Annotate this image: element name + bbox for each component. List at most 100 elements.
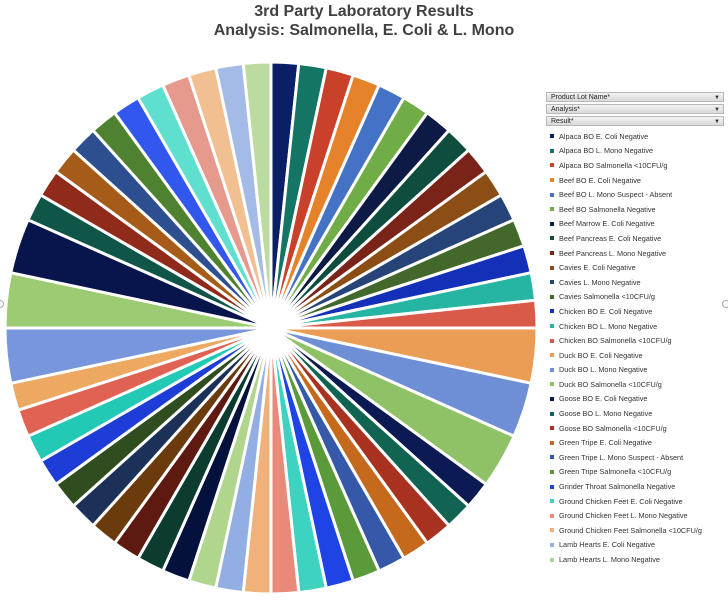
legend-label: Green Tripe Salmonella <10CFU/g — [559, 467, 672, 477]
legend-swatch — [550, 207, 554, 212]
legend-swatch — [550, 367, 554, 372]
legend-item[interactable]: Beef Pancreas L. Mono Negative — [546, 246, 724, 261]
legend-swatch — [550, 265, 554, 270]
pie-slice-54[interactable] — [241, 60, 273, 330]
legend-item[interactable]: Duck BO E. Coli Negative — [546, 348, 724, 363]
legend-item[interactable]: Duck BO Salmonella <10CFU/g — [546, 377, 724, 392]
legend-label: Cavies Salmonella <10CFU/g — [559, 292, 655, 302]
legend-swatch — [550, 251, 554, 256]
legend-label: Alpaca BO E. Coli Negative — [559, 131, 649, 141]
legend-label: Lamb Hearts E. Coli Negative — [559, 540, 656, 550]
legend-label: Beef BO L. Mono Suspect - Absent — [559, 190, 673, 200]
legend-item[interactable]: Goose BO E. Coli Negative — [546, 392, 724, 407]
legend-item[interactable]: Grinder Throat Salmonella Negative — [546, 479, 724, 494]
legend-item[interactable]: Cavies E. Coli Negative — [546, 260, 724, 275]
legend-label: Cavies E. Coli Negative — [559, 263, 636, 273]
legend-swatch — [550, 440, 554, 445]
legend-swatch — [550, 499, 554, 504]
legend-item[interactable]: Beef BO Salmonella Negative — [546, 202, 724, 217]
legend-item[interactable]: Lamb Hearts L. Mono Negative — [546, 552, 724, 567]
legend-swatch — [550, 513, 554, 518]
legend-item[interactable]: Alpaca BO L. Mono Negative — [546, 144, 724, 159]
legend-item[interactable]: Beef BO L. Mono Suspect - Absent — [546, 187, 724, 202]
chart-title: 3rd Party Laboratory Results — [254, 3, 474, 20]
chart-legend: Product Lot Name* ▼ Analysis* ▼ Result* … — [546, 92, 724, 567]
legend-label: Goose BO E. Coli Negative — [559, 394, 648, 404]
legend-swatch — [550, 396, 554, 401]
filter-analysis[interactable]: Analysis* ▼ — [546, 104, 724, 114]
legend-label: Goose BO L. Mono Negative — [559, 409, 653, 419]
legend-item[interactable]: Beef BO E. Coli Negative — [546, 173, 724, 188]
legend-label: Alpaca BO Salmonella <10CFU/g — [559, 160, 668, 170]
legend-label: Chicken BO E. Coli Negative — [559, 306, 653, 316]
legend-item[interactable]: Chicken BO Salmonella <10CFU/g — [546, 333, 724, 348]
filter-label: Result* — [551, 118, 574, 125]
legend-label: Duck BO E. Coli Negative — [559, 350, 643, 360]
legend-item[interactable]: Lamb Hearts E. Coli Negative — [546, 538, 724, 553]
filter-label: Analysis* — [551, 106, 580, 113]
filter-funnel-icon[interactable]: ▼ — [714, 119, 720, 125]
legend-item[interactable]: Chicken BO L. Mono Negative — [546, 319, 724, 334]
legend-swatch — [550, 542, 554, 547]
legend-label: Duck BO Salmonella <10CFU/g — [559, 379, 662, 389]
filter-result[interactable]: Result* ▼ — [546, 116, 724, 126]
legend-item[interactable]: Beef Marrow E. Coli Negative — [546, 217, 724, 232]
filter-label: Product Lot Name* — [551, 94, 611, 101]
legend-item[interactable]: Alpaca BO E. Coli Negative — [546, 129, 724, 144]
legend-swatch — [550, 353, 554, 358]
dropdown-arrow-icon[interactable]: ▼ — [714, 107, 720, 113]
legend-swatch — [550, 528, 554, 533]
legend-item[interactable]: Green Tripe L. Mono Suspect - Absent — [546, 450, 724, 465]
legend-swatch — [550, 148, 554, 153]
legend-item[interactable]: Beef Pancreas E. Coli Negative — [546, 231, 724, 246]
legend-swatch — [550, 455, 554, 460]
legend-swatch — [550, 294, 554, 299]
legend-swatch — [550, 484, 554, 489]
legend-items: Alpaca BO E. Coli Negative Alpaca BO L. M… — [546, 129, 724, 567]
legend-item[interactable]: Duck BO L. Mono Negative — [546, 363, 724, 378]
legend-label: Duck BO L. Mono Negative — [559, 365, 648, 375]
legend-item[interactable]: Ground Chicken Feet Salmonella <10CFU/g — [546, 523, 724, 538]
legend-item[interactable]: Ground Chicken Feet L. Mono Negative — [546, 508, 724, 523]
legend-item[interactable]: Chicken BO E. Coli Negative — [546, 304, 724, 319]
legend-label: Alpaca BO L. Mono Negative — [559, 146, 654, 156]
legend-label: Lamb Hearts L. Mono Negative — [559, 555, 660, 565]
legend-swatch — [550, 469, 554, 474]
legend-swatch — [550, 280, 554, 285]
legend-swatch — [550, 192, 554, 197]
legend-label: Green Tripe L. Mono Suspect - Absent — [559, 452, 684, 462]
legend-item[interactable]: Goose BO Salmonella <10CFU/g — [546, 421, 724, 436]
right-edge-handle-icon[interactable] — [722, 300, 728, 308]
legend-item[interactable]: Goose BO L. Mono Negative — [546, 406, 724, 421]
legend-item[interactable]: Green Tripe E. Coli Negative — [546, 435, 724, 450]
legend-label: Beef Marrow E. Coli Negative — [559, 219, 655, 229]
legend-swatch — [550, 557, 554, 562]
legend-label: Chicken BO L. Mono Negative — [559, 321, 658, 331]
legend-label: Beef Pancreas E. Coli Negative — [559, 233, 662, 243]
legend-swatch — [550, 163, 554, 168]
legend-swatch — [550, 134, 554, 139]
legend-swatch — [550, 324, 554, 329]
legend-item[interactable]: Cavies Salmonella <10CFU/g — [546, 290, 724, 305]
legend-label: Chicken BO Salmonella <10CFU/g — [559, 336, 672, 346]
legend-item[interactable]: Cavies L. Mono Negative — [546, 275, 724, 290]
legend-swatch — [550, 309, 554, 314]
chart-title-block: 3rd Party Laboratory Results Analysis: S… — [0, 2, 728, 40]
legend-label: Beef Pancreas L. Mono Negative — [559, 248, 667, 258]
legend-label: Beef BO Salmonella Negative — [559, 204, 656, 214]
legend-label: Cavies L. Mono Negative — [559, 277, 641, 287]
chart-subtitle: Analysis: Salmonella, E. Coli & L. Mono — [213, 22, 515, 39]
filter-product-lot-name[interactable]: Product Lot Name* ▼ — [546, 92, 724, 102]
legend-item[interactable]: Green Tripe Salmonella <10CFU/g — [546, 465, 724, 480]
legend-item[interactable]: Alpaca BO Salmonella <10CFU/g — [546, 158, 724, 173]
legend-label: Ground Chicken Feet L. Mono Negative — [559, 511, 688, 521]
legend-label: Ground Chicken Feet Salmonella <10CFU/g — [559, 525, 702, 535]
legend-label: Grinder Throat Salmonella Negative — [559, 482, 676, 492]
legend-item[interactable]: Ground Chicken Feet E. Coli Negative — [546, 494, 724, 509]
dropdown-arrow-icon[interactable]: ▼ — [714, 95, 720, 101]
pie-slices — [3, 60, 539, 596]
legend-swatch — [550, 382, 554, 387]
legend-swatch — [550, 426, 554, 431]
legend-swatch — [550, 178, 554, 183]
